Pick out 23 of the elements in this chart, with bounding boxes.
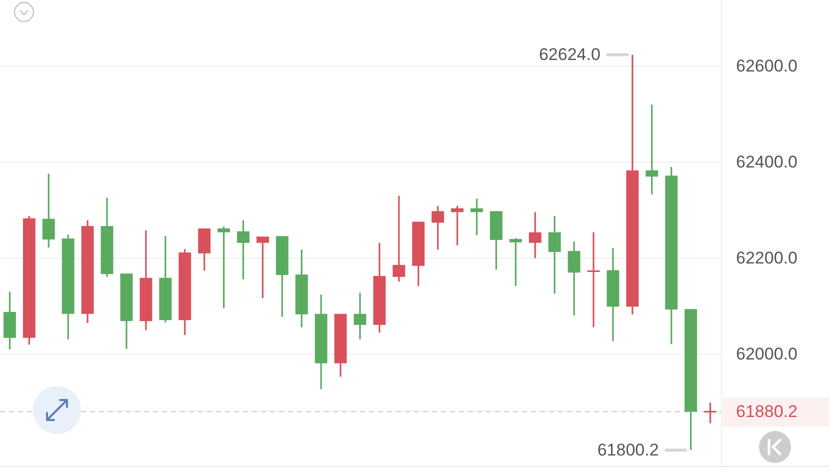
candlestick	[218, 226, 230, 309]
candlestick	[237, 219, 250, 280]
candlestick	[432, 205, 444, 250]
candlestick	[256, 236, 269, 299]
candlestick	[42, 172, 55, 248]
candlestick	[528, 211, 542, 259]
y-tick-label: 62400.0	[736, 152, 798, 172]
candlestick	[587, 231, 600, 328]
candlestick	[354, 292, 366, 340]
y-tick-label: 62200.0	[736, 248, 798, 268]
candlestick	[704, 402, 716, 424]
candlestick	[392, 195, 406, 283]
candlestick	[646, 104, 658, 196]
candlestick	[470, 198, 483, 236]
ref-line-label: 61880.2	[736, 402, 798, 422]
candlestick	[509, 237, 522, 287]
candlestick	[548, 215, 561, 295]
annotation: 61800.2	[597, 440, 659, 460]
candlestick	[568, 240, 580, 316]
candlestick	[451, 205, 464, 246]
y-tick-label: 62600.0	[736, 56, 798, 76]
y-tick-label: 62000.0	[736, 344, 798, 364]
annotation: 62624.0	[538, 45, 600, 64]
